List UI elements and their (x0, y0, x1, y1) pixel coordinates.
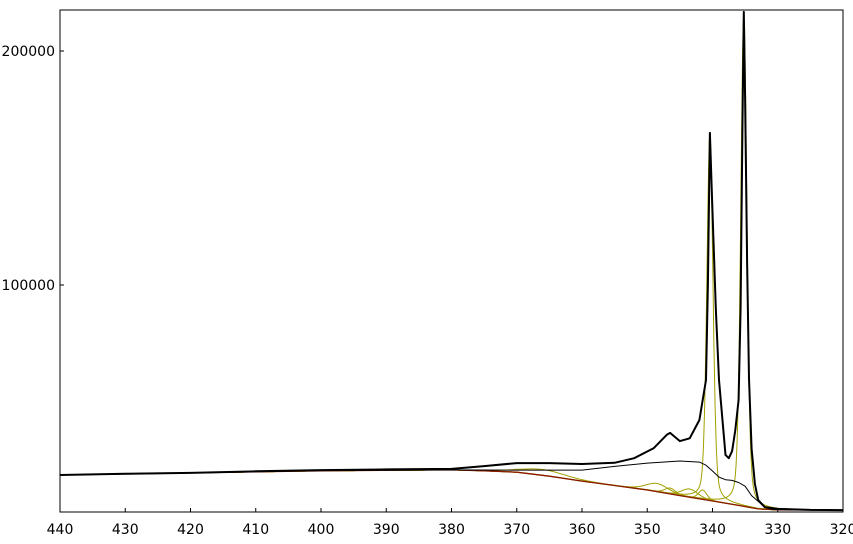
x-tick-label: 340 (699, 522, 726, 538)
x-tick-label: 370 (503, 522, 530, 538)
x-tick-label: 400 (308, 522, 335, 538)
x-tick-label: 440 (47, 522, 74, 538)
y-axis: 100000 200000 (2, 44, 64, 294)
plot-lines (59, 10, 844, 512)
component-peak-1 (60, 11, 843, 511)
measured-data-line (59, 10, 844, 512)
x-axis: 440 430 420 410 400 390 380 370 360 350 340 330 320 (47, 508, 853, 538)
component-peak-5 (60, 469, 843, 511)
component-peak-6 (60, 468, 843, 511)
x-tick-label: 360 (569, 522, 596, 538)
component-peak-3 (60, 469, 843, 511)
x-tick-label: 380 (438, 522, 465, 538)
x-tick-label: 430 (112, 522, 139, 538)
y-tick-label: 100000 (2, 278, 55, 294)
component-peak-4 (60, 469, 843, 511)
y-tick-label: 200000 (2, 44, 55, 60)
plot-frame (59, 9, 844, 513)
component-peak-2 (60, 469, 843, 511)
background-line (59, 469, 844, 511)
x-tick-label: 320 (830, 522, 853, 538)
x-tick-label: 410 (242, 522, 269, 538)
x-tick-label: 330 (764, 522, 791, 538)
x-tick-label: 420 (177, 522, 204, 538)
x-tick-label: 350 (634, 522, 661, 538)
x-tick-label: 390 (373, 522, 400, 538)
